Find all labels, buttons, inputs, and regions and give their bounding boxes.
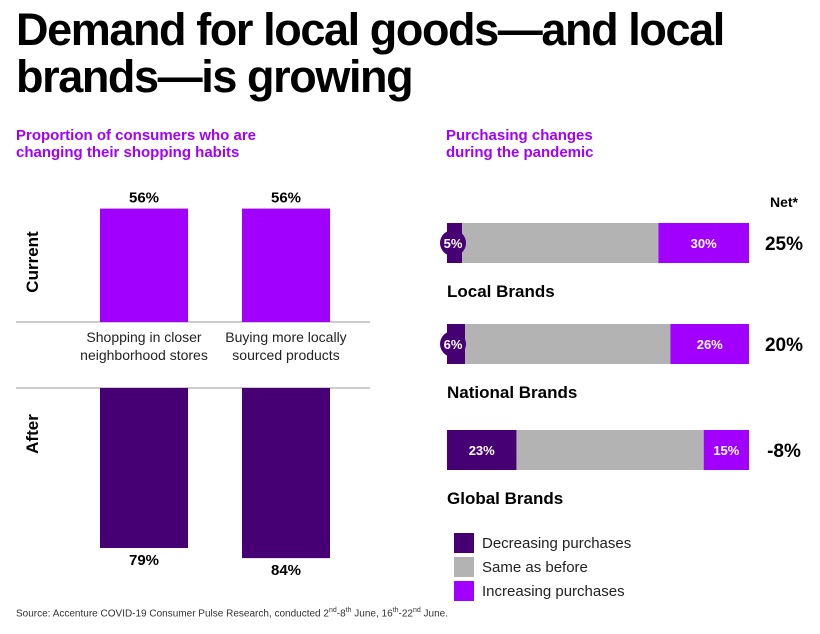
net-value: -8%: [767, 441, 801, 462]
right-chart-subtitle: Purchasing changes during the pandemic: [446, 127, 594, 161]
category-label: Global Brands: [447, 489, 563, 508]
bar-label-increasing: 26%: [697, 337, 723, 352]
bar-after: [242, 388, 330, 559]
bar-current: [100, 208, 188, 322]
legend-label: Decreasing purchases: [482, 534, 632, 552]
net-value: 20%: [765, 335, 803, 356]
legend-label: Increasing purchases: [482, 582, 625, 600]
legend-swatch-same: [454, 557, 474, 577]
bar-same: [465, 324, 671, 364]
category-label: sourced products: [232, 347, 339, 363]
bar-increasing: [670, 324, 749, 364]
bar-label-increasing: 30%: [691, 236, 717, 251]
bar-label-current: 56%: [129, 190, 159, 207]
bar-label-badge: [440, 230, 466, 256]
bar-label-increasing: 15%: [713, 443, 739, 458]
legend-label: Same as before: [482, 558, 588, 576]
bar-label-decreasing: 5%: [444, 236, 463, 251]
left-chart-subtitle: Proportion of consumers who are changing…: [16, 127, 257, 161]
category-label: Shopping in closer: [86, 329, 202, 345]
bar-label-badge: [440, 331, 466, 357]
bar-label-after: 84%: [271, 562, 301, 579]
legend-item-decreasing: Decreasing purchases: [454, 531, 631, 555]
bar-label-current: 56%: [271, 190, 301, 207]
net-value: 25%: [765, 234, 803, 255]
category-label: Buying more locally: [225, 329, 346, 345]
net-header: Net*: [770, 194, 799, 210]
page-title: Demand for local goods—and local brands—…: [16, 4, 725, 102]
legend: Decreasing purchases Same as before Incr…: [454, 531, 631, 603]
bar-after: [100, 388, 188, 548]
bar-label-decreasing: 23%: [469, 443, 495, 458]
legend-item-increasing: Increasing purchases: [454, 579, 631, 603]
bar-same: [462, 223, 659, 263]
bar-label-after: 79%: [129, 552, 159, 569]
legend-item-same: Same as before: [454, 555, 631, 579]
bar-increasing: [703, 430, 749, 470]
series-label-after: After: [23, 414, 42, 454]
bar-increasing: [658, 223, 749, 263]
category-label: neighborhood stores: [80, 347, 208, 363]
bar-same: [516, 430, 704, 470]
series-label-current: Current: [23, 231, 42, 293]
legend-swatch-increasing: [454, 581, 474, 601]
category-label: Local Brands: [447, 282, 555, 301]
bar-current: [242, 208, 330, 322]
legend-swatch-decreasing: [454, 533, 474, 553]
bar-decreasing: [447, 430, 517, 470]
category-label: National Brands: [447, 383, 577, 402]
bar-label-decreasing: 6%: [444, 337, 463, 352]
source-note: Source: Accenture COVID-19 Consumer Puls…: [16, 607, 448, 620]
